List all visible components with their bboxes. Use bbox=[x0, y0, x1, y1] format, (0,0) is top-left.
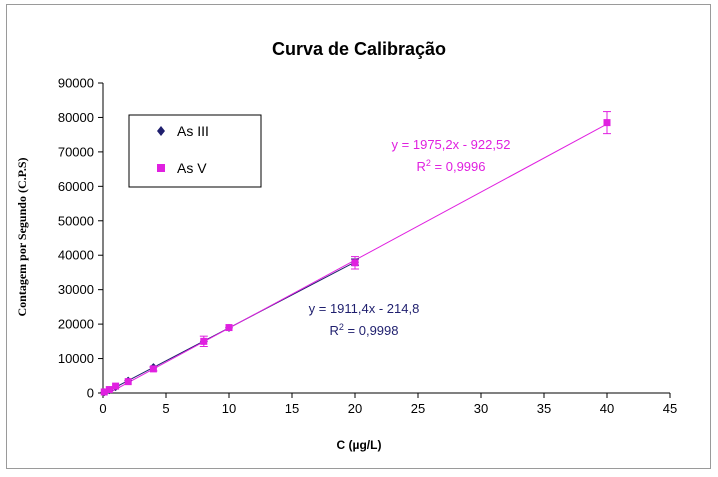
equation-text-as-v: y = 1975,2x - 922,52 bbox=[392, 137, 511, 152]
y-tick-label-4: 40000 bbox=[58, 248, 94, 263]
point-as-v-7 bbox=[351, 259, 359, 267]
point-as-v-6 bbox=[225, 324, 233, 332]
equation-as-v: y = 1975,2x - 922,52 R2 = 0,9996 bbox=[392, 137, 511, 174]
chart-frame: Curva de Calibração 0 10000 20000 30000 4000… bbox=[6, 4, 711, 469]
y-tick-label-9: 90000 bbox=[58, 76, 94, 91]
equation-as-iii: y = 1911,4x - 214,8 R2 = 0,9998 bbox=[309, 301, 420, 338]
x-tick-label-5: 25 bbox=[411, 401, 425, 416]
x-tick-label-6: 30 bbox=[474, 401, 488, 416]
y-tick-label-5: 50000 bbox=[58, 213, 94, 228]
x-axis-title: C (µg/L) bbox=[337, 438, 382, 452]
x-tick-label-9: 45 bbox=[663, 401, 677, 416]
y-tick-label-1: 10000 bbox=[58, 351, 94, 366]
equation-text-as-iii: y = 1911,4x - 214,8 bbox=[309, 301, 420, 316]
y-tick-label-6: 60000 bbox=[58, 179, 94, 194]
y-tick-label-7: 70000 bbox=[58, 144, 94, 159]
point-as-v-4 bbox=[149, 365, 157, 373]
point-as-v-2 bbox=[112, 382, 120, 390]
x-tick-label-3: 15 bbox=[285, 401, 299, 416]
y-tick-label-2: 20000 bbox=[58, 317, 94, 332]
x-tick-label-1: 5 bbox=[162, 401, 169, 416]
y-tick-label-3: 30000 bbox=[58, 282, 94, 297]
legend-marker-as-v bbox=[157, 164, 165, 172]
x-tick-label-0: 0 bbox=[99, 401, 106, 416]
y-tick-label-8: 80000 bbox=[58, 110, 94, 125]
point-as-v-1 bbox=[105, 386, 113, 394]
legend-label-as-v: As V bbox=[177, 160, 207, 176]
point-as-v-8 bbox=[603, 119, 611, 127]
legend-label-as-iii: As III bbox=[177, 123, 209, 139]
point-as-v-5 bbox=[200, 337, 208, 345]
r2-text-as-iii: R2 = 0,9998 bbox=[330, 322, 399, 338]
x-tick-label-7: 35 bbox=[537, 401, 551, 416]
x-tick-label-8: 40 bbox=[600, 401, 614, 416]
y-tick-label-0: 0 bbox=[87, 386, 94, 401]
y-axis-title: Contagem por Segundo (C.P.S) bbox=[15, 157, 29, 316]
legend: As III As V bbox=[128, 114, 262, 188]
legend-box bbox=[128, 114, 262, 188]
legend-marker-as-iii bbox=[157, 126, 165, 136]
x-tick-label-2: 10 bbox=[222, 401, 236, 416]
r2-text-as-v: R2 = 0,9996 bbox=[417, 158, 486, 174]
point-as-v-3 bbox=[124, 378, 132, 386]
point-as-v-0 bbox=[100, 388, 108, 396]
plot-area: 0 10000 20000 30000 40000 50000 60000 70000 8000… bbox=[58, 76, 677, 417]
calibration-chart: Curva de Calibração 01000020000300004000… bbox=[15, 39, 677, 452]
x-tick-label-4: 20 bbox=[348, 401, 362, 416]
chart-title: Curva de Calibração bbox=[272, 39, 446, 59]
